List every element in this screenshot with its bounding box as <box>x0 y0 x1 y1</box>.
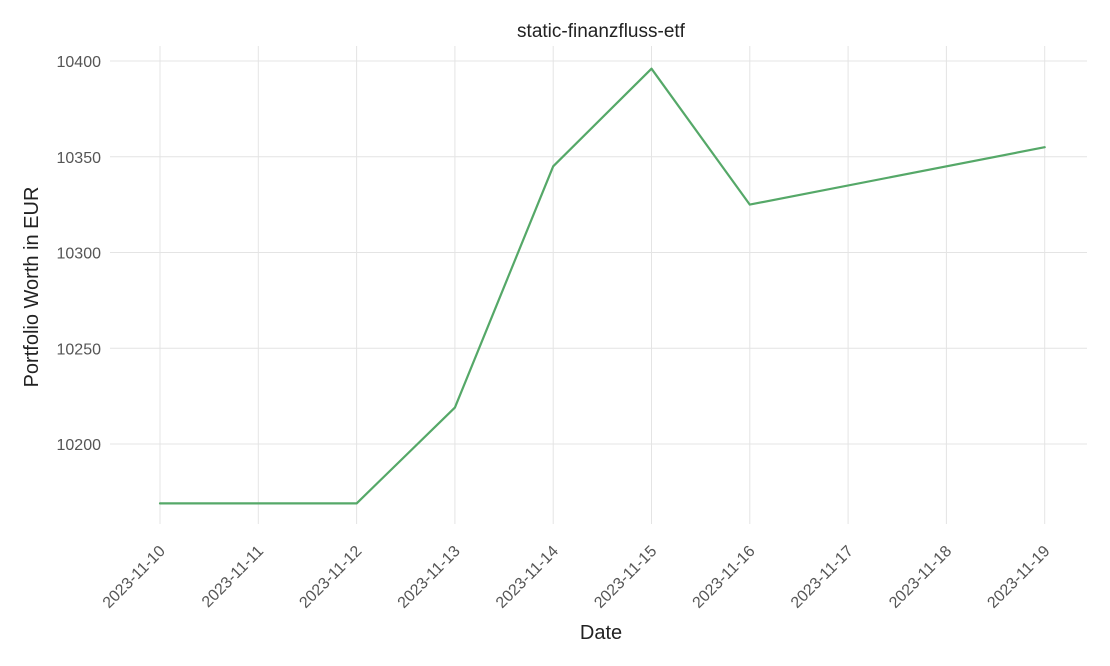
chart-title: static-finanzfluss-etf <box>517 21 686 42</box>
x-tick-label: 2023-11-19 <box>984 543 1053 612</box>
series-line-0 <box>158 67 1046 505</box>
x-tick-label: 2023-11-10 <box>100 543 169 612</box>
x-tick-label: 2023-11-16 <box>690 543 759 612</box>
x-tick-label: 2023-11-18 <box>886 543 955 612</box>
x-tick-label: 2023-11-11 <box>199 543 267 611</box>
y-tick-label: 10200 <box>57 437 102 454</box>
x-tick-label: 2023-11-12 <box>296 543 365 612</box>
x-axis-title: Date <box>580 622 622 644</box>
y-tick-label: 10250 <box>57 341 102 358</box>
x-tick-label: 2023-11-15 <box>591 543 660 612</box>
x-tick-labels: 2023-11-10 2023-11-11 2023-11-12 2023-11-13… <box>100 543 1054 612</box>
x-tick-label: 2023-11-17 <box>788 543 857 612</box>
y-tick-label: 10300 <box>57 246 102 263</box>
y-tick-labels: 10200 10250 10300 10350 10400 <box>57 54 102 454</box>
x-tick-label: 2023-11-13 <box>395 543 464 612</box>
y-axis-title: Portfolio Worth in EUR <box>21 187 43 388</box>
x-tick-label: 2023-11-14 <box>493 543 562 612</box>
horizontal-gridlines <box>110 60 1087 445</box>
y-tick-label: 10350 <box>57 150 102 167</box>
y-tick-label: 10400 <box>57 54 102 71</box>
series-group <box>158 67 1046 505</box>
